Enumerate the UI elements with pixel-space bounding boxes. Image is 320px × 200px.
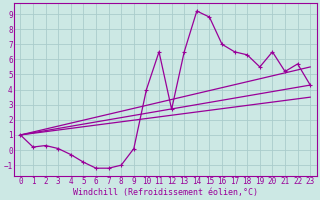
X-axis label: Windchill (Refroidissement éolien,°C): Windchill (Refroidissement éolien,°C) <box>73 188 258 197</box>
